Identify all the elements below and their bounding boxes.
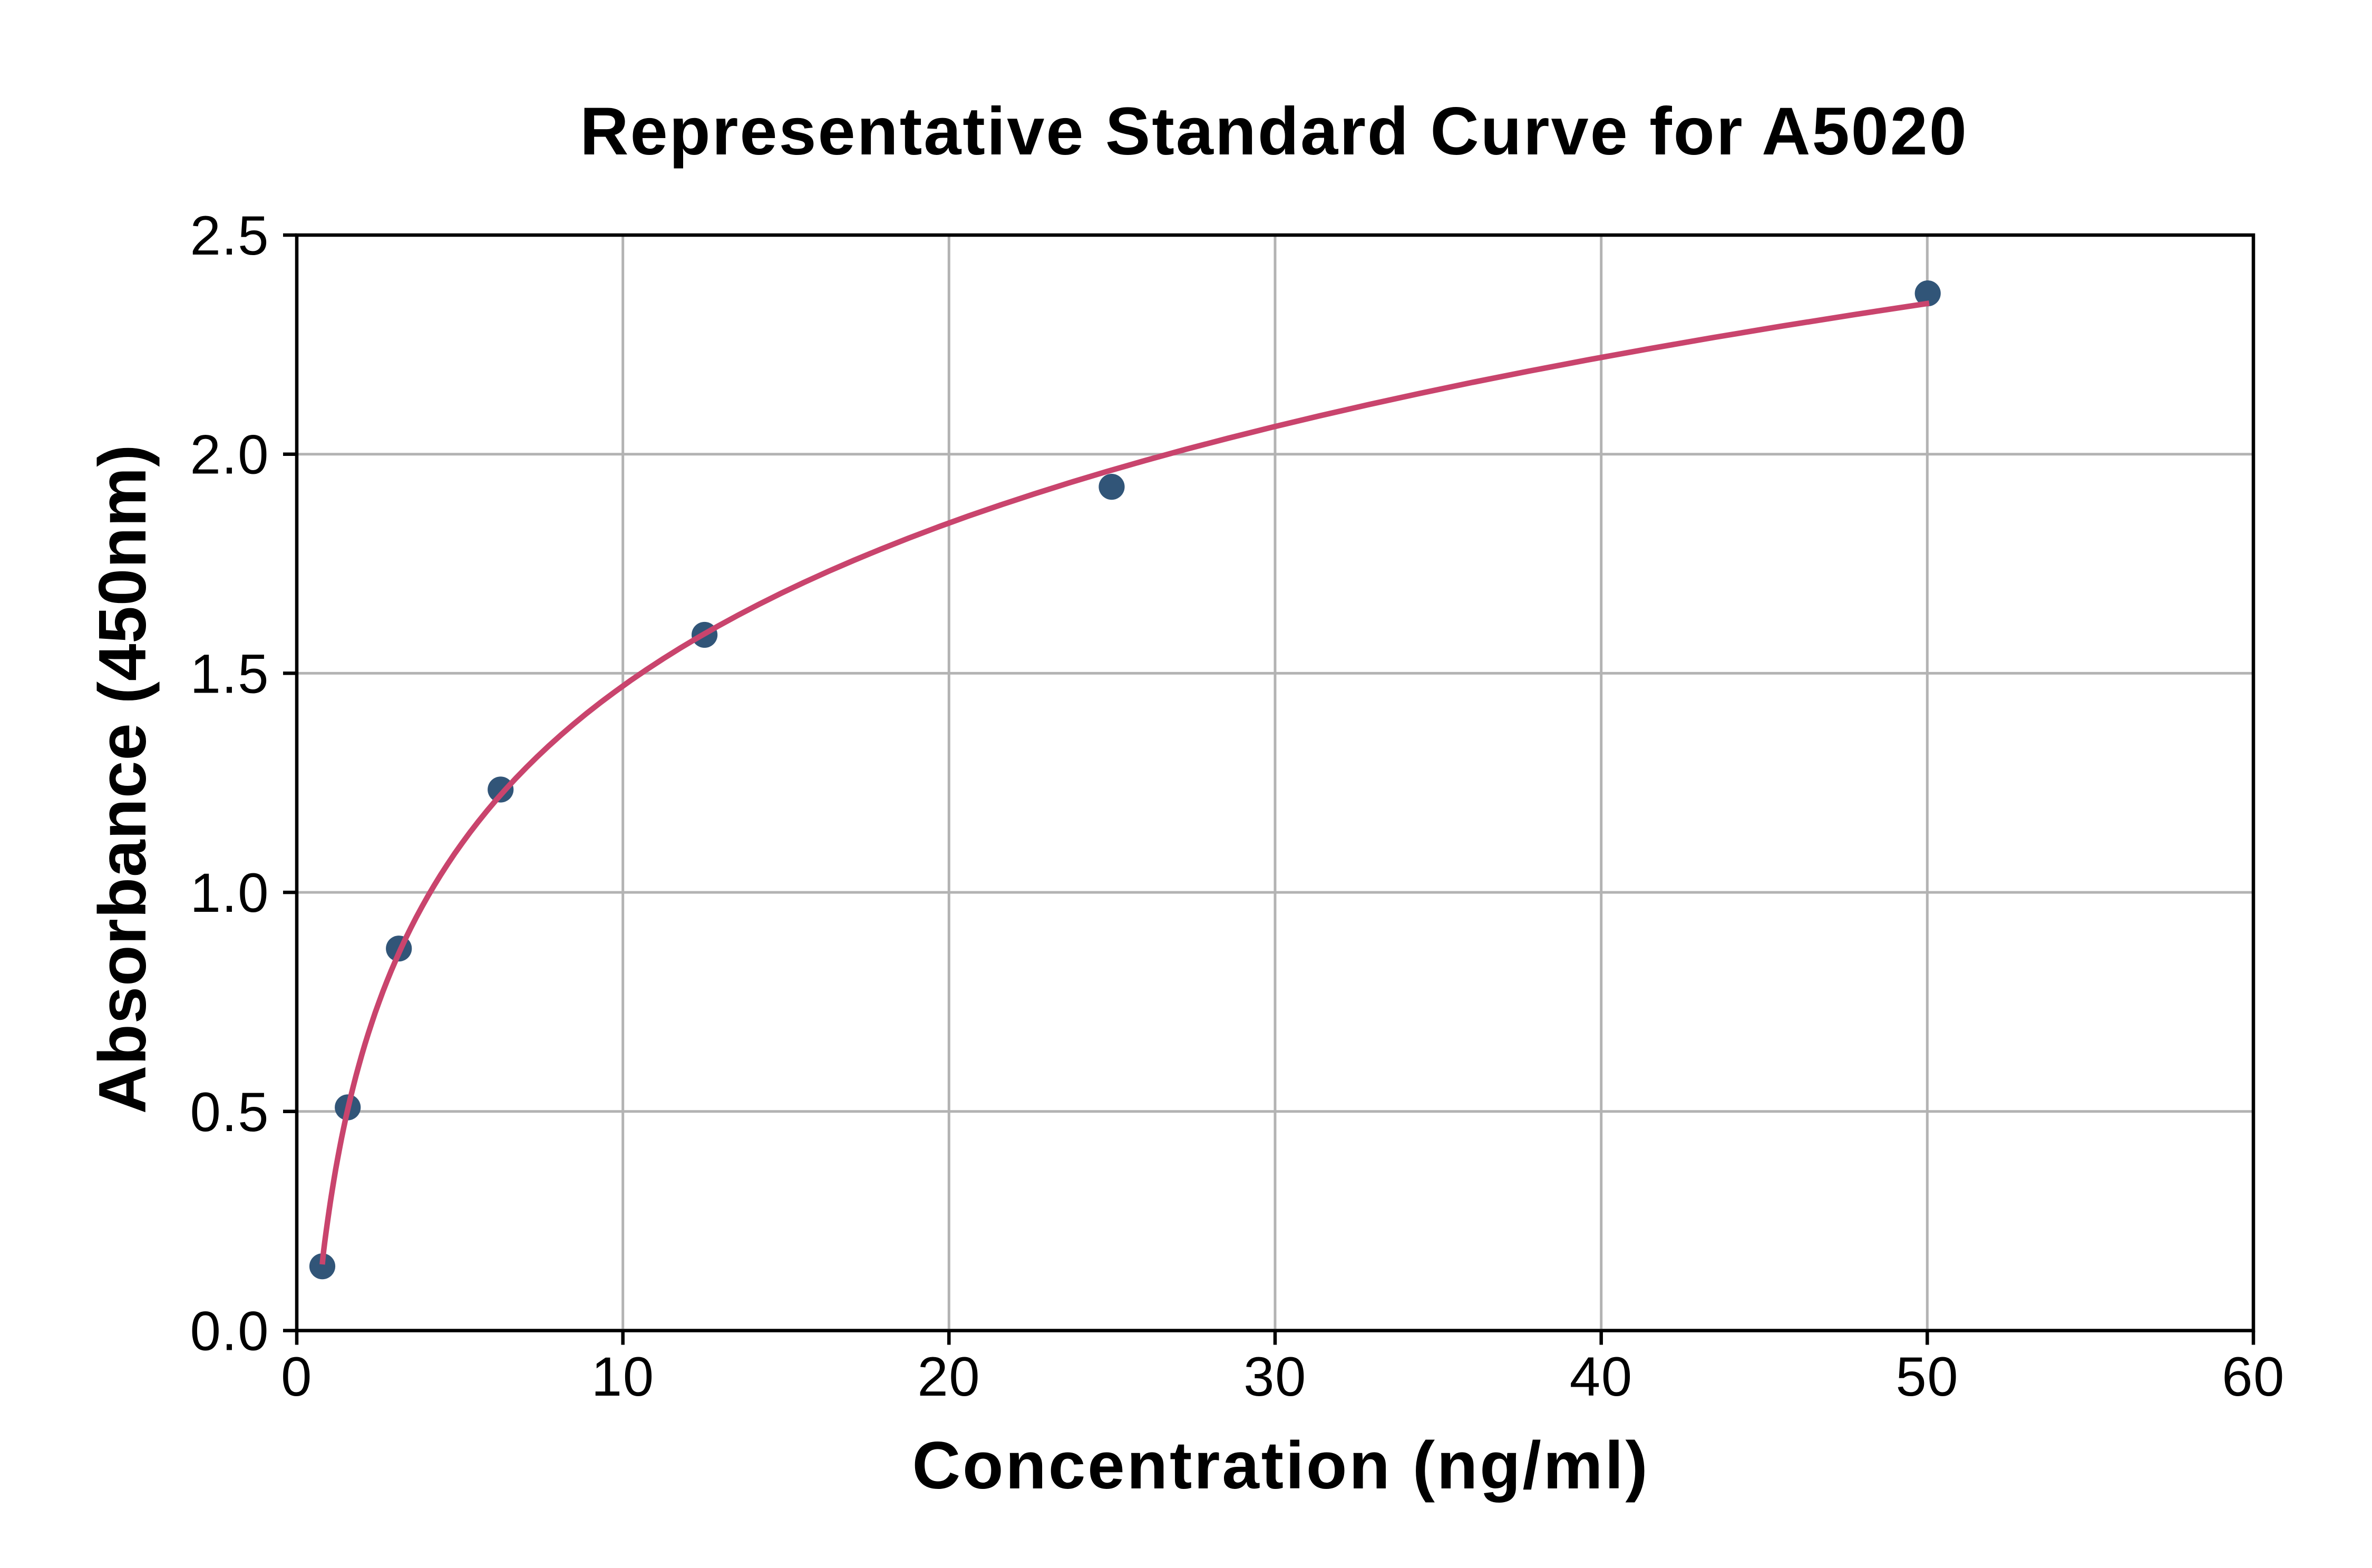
svg-text:50: 50 [1895,1346,1959,1408]
svg-text:Concentration (ng/ml): Concentration (ng/ml) [912,1428,1649,1503]
svg-text:10: 10 [591,1346,655,1408]
svg-text:20: 20 [917,1346,980,1408]
svg-text:1.5: 1.5 [190,643,269,705]
svg-text:Absorbance (450nm): Absorbance (450nm) [85,444,160,1114]
svg-text:60: 60 [2222,1346,2285,1408]
svg-text:2.5: 2.5 [190,205,269,267]
svg-text:30: 30 [1243,1346,1307,1408]
svg-text:0.5: 0.5 [190,1082,269,1143]
svg-text:2.0: 2.0 [190,424,269,486]
svg-text:40: 40 [1570,1346,1633,1408]
svg-text:Representative Standard Curve: Representative Standard Curve for A5020 [580,94,1968,169]
svg-text:1.0: 1.0 [190,862,269,924]
svg-text:0.0: 0.0 [190,1301,269,1362]
svg-text:0: 0 [281,1346,313,1408]
